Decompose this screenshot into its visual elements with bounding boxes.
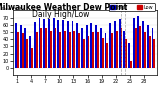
Bar — [81, 28, 83, 68]
Bar — [102, 38, 104, 68]
Bar — [72, 21, 73, 68]
Bar — [64, 31, 66, 68]
Bar — [139, 26, 141, 68]
Bar — [100, 28, 102, 68]
Bar — [83, 39, 85, 68]
Bar — [31, 48, 33, 68]
Bar — [24, 28, 26, 68]
Text: Dew Pt °F: Dew Pt °F — [2, 7, 22, 11]
Bar — [119, 19, 120, 68]
Bar — [17, 32, 19, 68]
Bar — [152, 28, 153, 68]
Bar — [69, 32, 71, 68]
Bar — [137, 16, 139, 68]
Bar — [59, 32, 61, 68]
Bar — [57, 20, 59, 68]
Bar — [48, 19, 50, 68]
Bar — [34, 22, 36, 68]
Bar — [29, 36, 31, 68]
Bar — [142, 21, 144, 68]
Bar — [109, 23, 111, 68]
Legend: High, Low: High, Low — [108, 3, 155, 11]
Bar — [20, 25, 22, 68]
Bar — [147, 25, 149, 68]
Bar — [86, 25, 88, 68]
Bar — [128, 43, 130, 68]
Bar — [92, 32, 94, 68]
Bar — [78, 33, 80, 68]
Bar — [104, 33, 106, 68]
Bar — [114, 21, 116, 68]
Bar — [26, 39, 28, 68]
Bar — [90, 23, 92, 68]
Bar — [53, 18, 55, 68]
Bar — [43, 19, 45, 68]
Bar — [97, 32, 99, 68]
Bar — [88, 36, 89, 68]
Bar — [106, 43, 108, 68]
Bar — [153, 39, 155, 68]
Bar — [45, 28, 47, 68]
Bar — [50, 31, 52, 68]
Bar — [133, 18, 135, 68]
Bar — [95, 25, 97, 68]
Bar — [39, 18, 40, 68]
Bar — [55, 28, 56, 68]
Bar — [135, 28, 136, 68]
Text: Daily High/Low: Daily High/Low — [32, 10, 89, 19]
Bar — [73, 31, 75, 68]
Bar — [120, 28, 122, 68]
Bar — [36, 32, 38, 68]
Bar — [125, 39, 127, 68]
Bar — [40, 28, 42, 68]
Bar — [22, 33, 24, 68]
Text: Milwaukee Weather Dew Point: Milwaukee Weather Dew Point — [0, 3, 127, 12]
Bar — [111, 33, 113, 68]
Bar — [144, 32, 146, 68]
Bar — [15, 23, 17, 68]
Bar — [67, 21, 69, 68]
Bar — [62, 20, 64, 68]
Bar — [130, 61, 132, 68]
Bar — [76, 23, 78, 68]
Bar — [149, 36, 151, 68]
Bar — [123, 31, 125, 68]
Bar — [116, 31, 118, 68]
